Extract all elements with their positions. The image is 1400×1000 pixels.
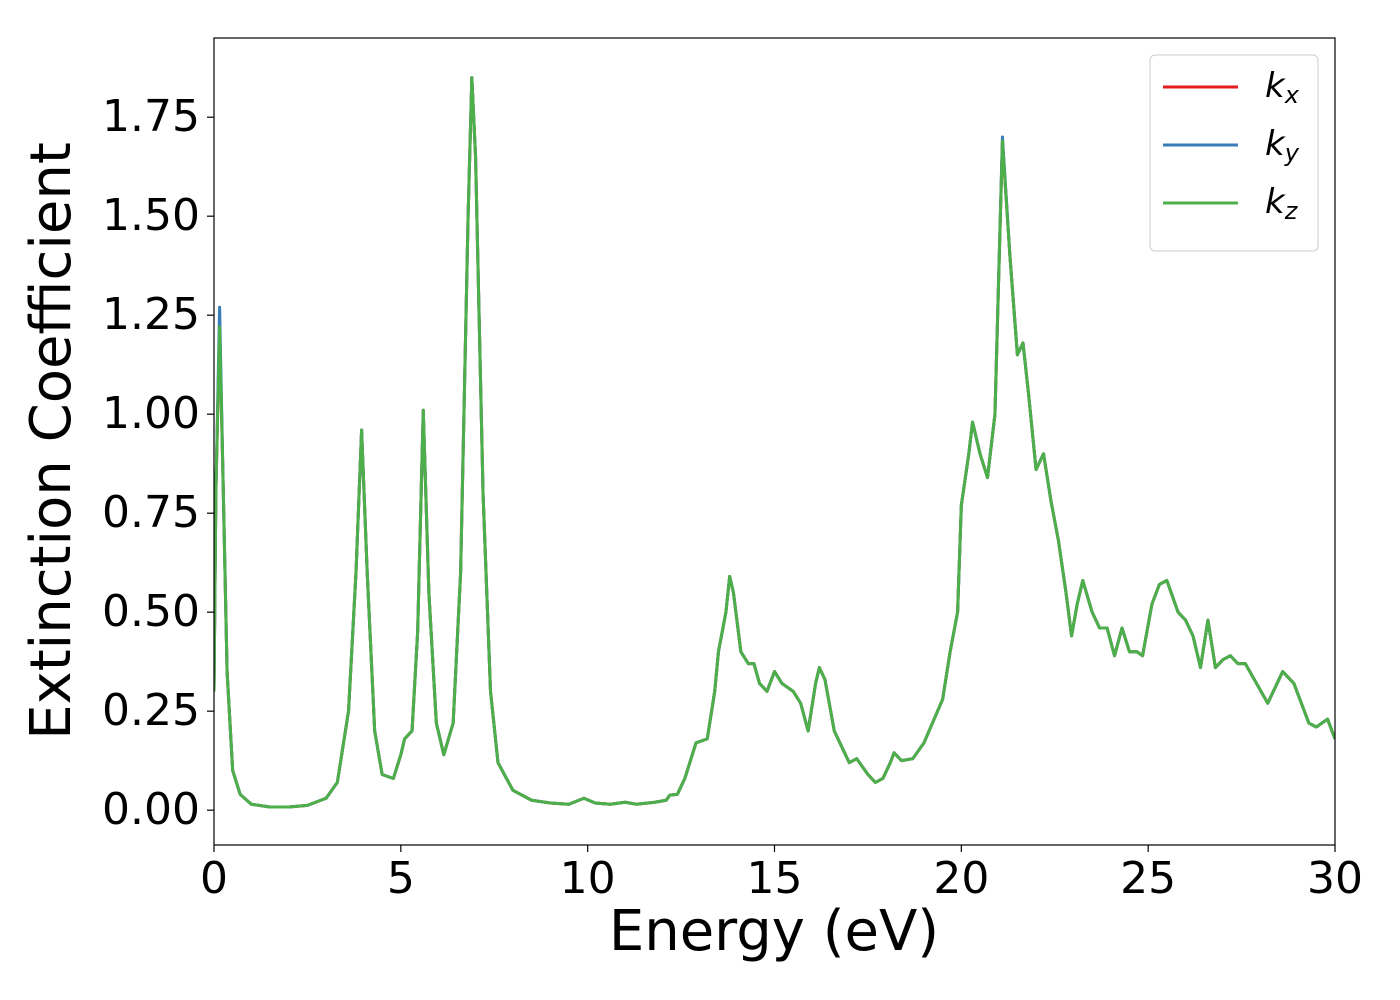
- x-tick-label: 25: [1120, 853, 1176, 904]
- x-tick-label: 5: [387, 853, 415, 904]
- x-tick-label: 10: [560, 853, 616, 904]
- y-axis-label: Extinction Coefficient: [19, 142, 84, 740]
- y-tick-label: 0.75: [102, 487, 200, 538]
- y-tick-label: 0.00: [102, 784, 200, 835]
- series-line: [214, 76, 1335, 809]
- y-tick-label: 1.75: [102, 91, 200, 142]
- x-tick-label: 30: [1307, 853, 1363, 904]
- x-tick-label: 15: [747, 853, 803, 904]
- legend-label: kz: [1265, 182, 1299, 226]
- y-tick-label: 1.00: [102, 388, 200, 439]
- x-axis-label: Energy (eV): [609, 899, 939, 964]
- y-tick-label: 1.25: [102, 289, 200, 340]
- plot-frame: [213, 37, 1336, 846]
- x-tick-label: 0: [200, 853, 228, 904]
- y-tick-label: 1.50: [102, 190, 200, 241]
- legend-label: ky: [1265, 124, 1300, 168]
- legend: kx ky kz: [1149, 54, 1319, 252]
- y-tick-label: 0.50: [102, 586, 200, 637]
- x-tick-label: 20: [933, 853, 989, 904]
- y-tick-label: 0.25: [102, 685, 200, 736]
- legend-label: kx: [1265, 66, 1300, 110]
